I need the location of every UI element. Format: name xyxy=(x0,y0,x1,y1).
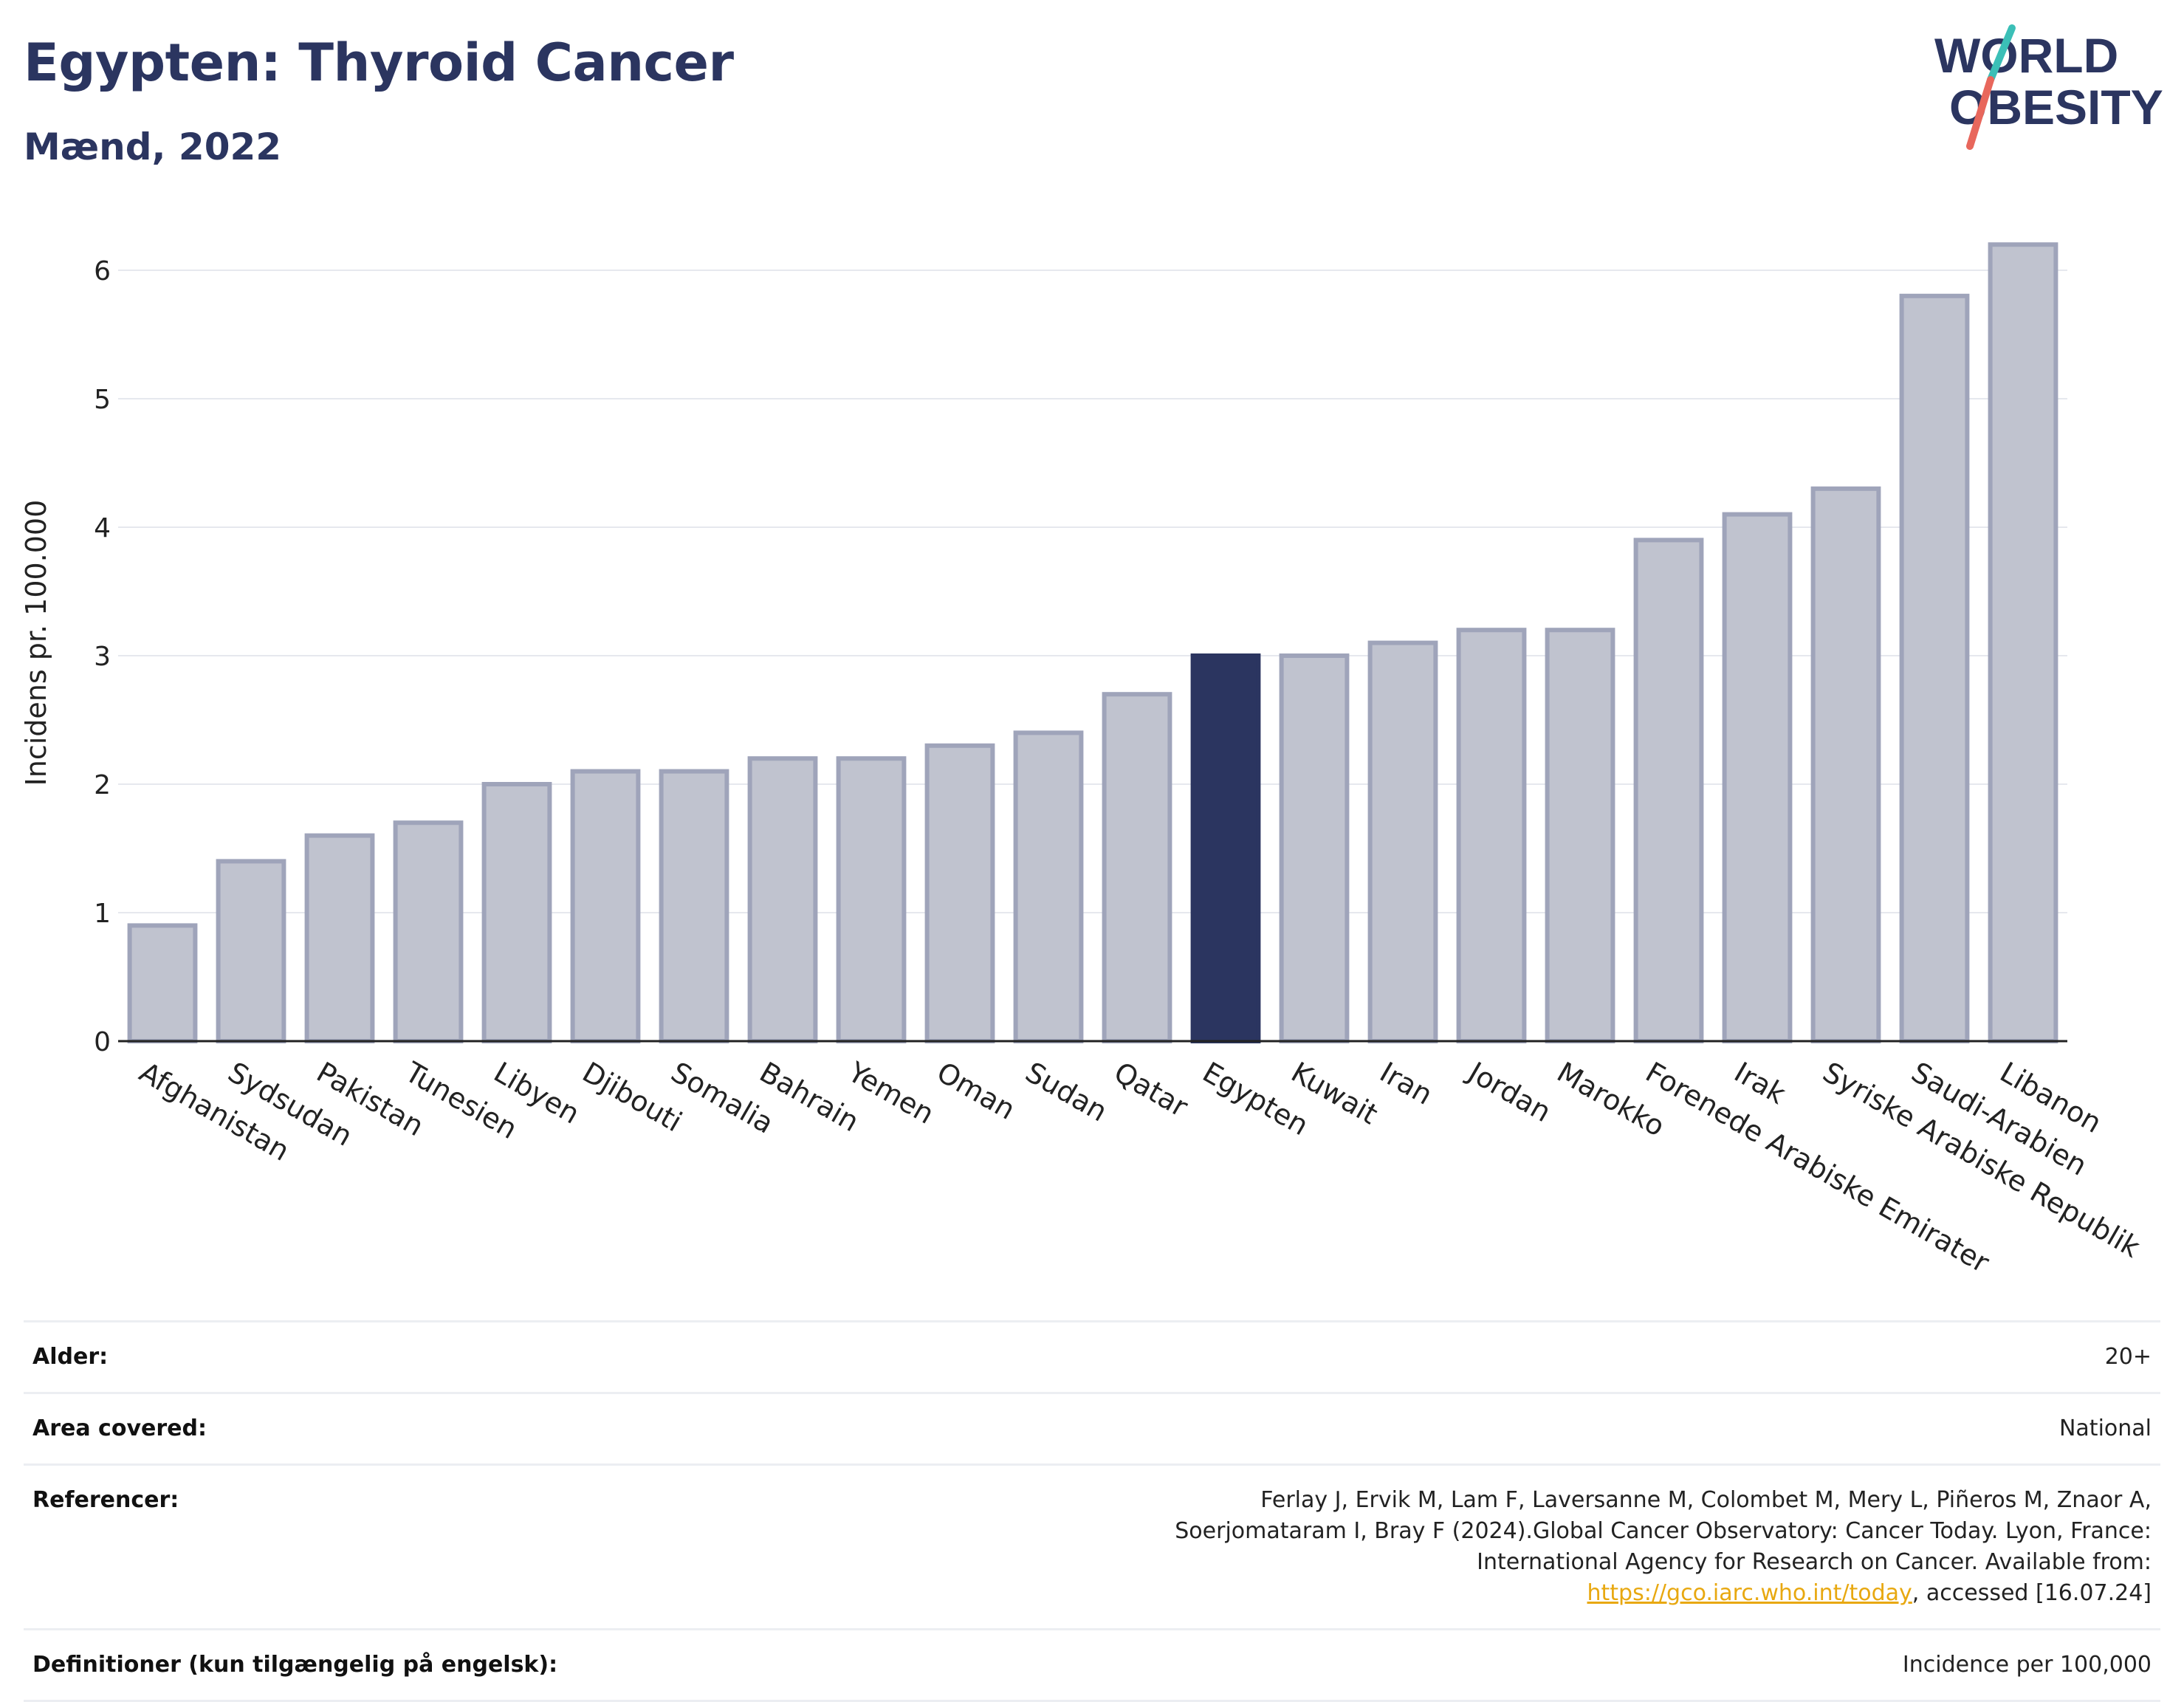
reference-text-end: , accessed [16.07.24] xyxy=(1912,1580,2152,1606)
bar-chart: 0 1 2 3 4 5 6 AfghanistanSydsudanPakistanTunes… xyxy=(20,242,2146,1280)
y-tick-label: 3 xyxy=(94,642,111,672)
bar xyxy=(216,859,286,1044)
bar xyxy=(127,923,198,1044)
meta-value-references: Ferlay J, Ervik M, Lam F, Laversanne M, … xyxy=(566,1465,2160,1630)
bar xyxy=(570,769,641,1043)
bar-highlight xyxy=(1190,653,1261,1043)
y-tick-label: 1 xyxy=(94,899,111,929)
chart-subtitle: Mænd, 2022 xyxy=(24,126,282,168)
y-tick-label: 5 xyxy=(94,385,111,415)
bar xyxy=(1633,538,1704,1043)
bar xyxy=(747,756,818,1043)
meta-label: Definitioner (kun tilgængelig på engelsk… xyxy=(32,1652,558,1678)
chart-title: Egypten: Thyroid Cancer xyxy=(24,32,734,93)
bar xyxy=(1899,293,1970,1044)
bar xyxy=(1988,242,2058,1044)
y-tick-label: 0 xyxy=(94,1027,111,1057)
metadata-table: Alder: 20+ Area covered: National Refere… xyxy=(24,1320,2160,1702)
y-tick-label: 2 xyxy=(94,770,111,800)
meta-row-age: Alder: 20+ xyxy=(24,1321,2160,1393)
meta-label: Area covered: xyxy=(32,1416,207,1441)
bar xyxy=(1367,640,1438,1043)
reference-link[interactable]: https://gco.iarc.who.int/today xyxy=(1587,1580,1912,1606)
x-tick-label: Somalia xyxy=(666,1056,780,1140)
x-tick-label: Jordan xyxy=(1462,1055,1556,1129)
x-tick-label: Djibouti xyxy=(577,1056,688,1139)
meta-row-area: Area covered: National xyxy=(24,1393,2160,1465)
meta-value: 20+ xyxy=(2104,1344,2152,1370)
logo-slash-top xyxy=(1987,24,2016,83)
x-tick-label: Sudan xyxy=(1020,1056,1113,1128)
meta-row-references: Referencer: Ferlay J, Ervik M, Lam F, La… xyxy=(24,1465,2160,1630)
x-tick-label: Oman xyxy=(932,1056,1021,1126)
reference-text: Ferlay J, Ervik M, Lam F, Laversanne M, … xyxy=(1175,1487,2152,1575)
meta-value: Incidence per 100,000 xyxy=(1902,1652,2152,1678)
x-tick-label: Iran xyxy=(1375,1056,1438,1111)
bar xyxy=(1102,692,1172,1043)
y-tick-label: 6 xyxy=(94,256,111,286)
bar xyxy=(1545,628,1615,1043)
meta-row-definitions: Definitioner (kun tilgængelig på engelsk… xyxy=(24,1630,2160,1701)
y-tick-label: 4 xyxy=(94,513,111,543)
bar xyxy=(1013,730,1084,1044)
x-axis-ticks: AfghanistanSydsudanPakistanTunesienLibye… xyxy=(134,1055,2146,1280)
bar xyxy=(659,769,729,1043)
logo-slash-bottom xyxy=(1966,76,1994,150)
bar xyxy=(924,743,995,1043)
bar xyxy=(1456,628,1527,1043)
x-tick-label: Syriske Arabiske Republik xyxy=(1818,1056,2146,1264)
y-axis-label: Incidens pr. 100.000 xyxy=(20,500,52,786)
y-axis-ticks: 0 1 2 3 4 5 6 xyxy=(94,256,111,1057)
x-tick-label: Qatar xyxy=(1109,1056,1194,1124)
bar xyxy=(481,782,552,1043)
meta-label: Alder: xyxy=(32,1344,109,1370)
bar xyxy=(1810,486,1881,1043)
bar xyxy=(1722,512,1793,1044)
bars xyxy=(127,242,2058,1044)
bar xyxy=(393,820,464,1043)
logo-text-world: WORLD xyxy=(1934,28,2118,83)
bar xyxy=(836,756,907,1043)
bar xyxy=(1279,653,1350,1043)
meta-label: Referencer: xyxy=(32,1487,179,1513)
world-obesity-logo: WORLD OBESITY xyxy=(1934,24,2163,150)
bar xyxy=(304,833,375,1043)
meta-value: National xyxy=(2058,1416,2152,1441)
